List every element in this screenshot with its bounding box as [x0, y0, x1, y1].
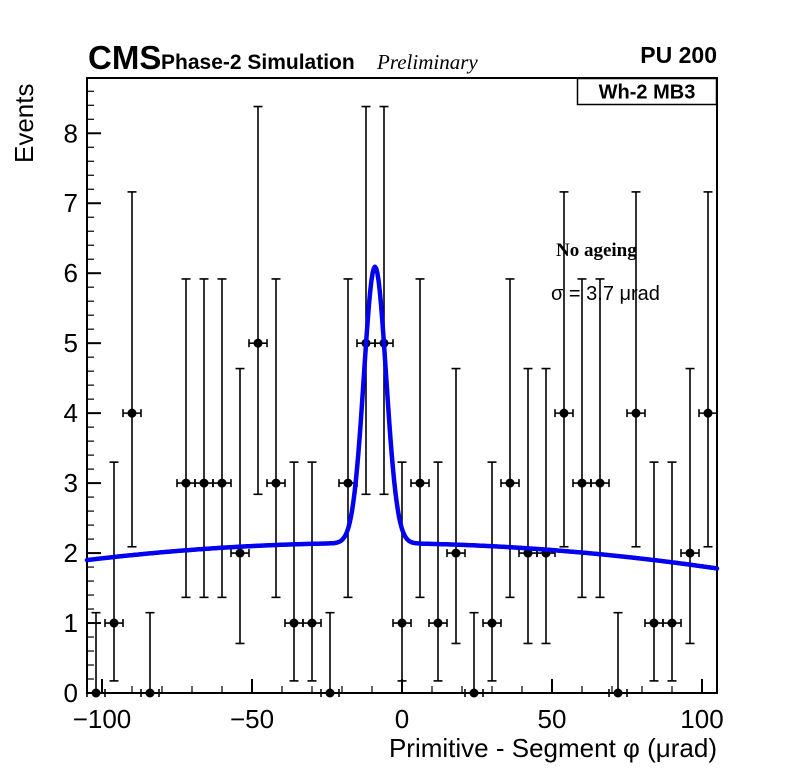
data-marker	[685, 548, 695, 558]
data-marker	[109, 618, 119, 628]
data-marker	[469, 688, 479, 698]
data-marker	[181, 478, 191, 488]
data-marker	[253, 338, 263, 348]
data-point	[662, 461, 682, 682]
data-marker	[127, 408, 137, 418]
plot-generated-layer: −100 −50 0 50 100 0 1 2 3 4 5 6 7 8	[64, 90, 724, 734]
y-tick-label: 4	[64, 398, 78, 428]
data-point	[482, 461, 502, 682]
data-point	[644, 461, 664, 682]
pileup-label: PU 200	[640, 42, 717, 68]
chamber-title: Wh-2 MB3	[599, 82, 696, 104]
data-marker	[613, 688, 623, 698]
data-marker	[433, 618, 443, 628]
data-point	[626, 191, 646, 548]
data-point	[554, 191, 574, 548]
y-axis-title: Events	[9, 84, 39, 164]
data-marker	[559, 408, 569, 418]
y-tick-label: 5	[64, 328, 78, 358]
data-point	[230, 367, 250, 645]
data-point	[446, 367, 466, 645]
data-point	[86, 611, 106, 698]
data-marker	[325, 688, 335, 698]
y-tick-label: 0	[64, 678, 78, 708]
data-point	[500, 278, 520, 599]
data-marker	[91, 688, 101, 698]
data-point	[104, 461, 124, 682]
data-marker	[451, 548, 461, 558]
data-point	[176, 278, 196, 599]
cms-logo-label: CMS	[88, 39, 161, 76]
x-tick-label: 0	[395, 704, 409, 734]
data-marker	[523, 548, 533, 558]
data-point	[608, 611, 628, 698]
data-marker	[217, 478, 227, 488]
y-tick-label: 2	[64, 538, 78, 568]
data-marker	[487, 618, 497, 628]
data-marker	[577, 478, 587, 488]
data-point	[248, 105, 268, 496]
data-marker	[289, 618, 299, 628]
data-marker	[649, 618, 659, 628]
pave-title-box	[576, 77, 718, 106]
data-points	[86, 105, 718, 698]
data-marker	[307, 618, 317, 628]
data-point	[464, 611, 484, 698]
data-point	[266, 278, 286, 599]
data-point	[338, 278, 358, 599]
data-point	[302, 461, 322, 682]
data-point	[320, 611, 340, 698]
y-tick-label: 7	[64, 188, 78, 218]
fit-curve	[84, 264, 720, 571]
data-marker	[595, 478, 605, 488]
y-tick-label: 3	[64, 468, 78, 498]
data-point	[572, 278, 592, 599]
data-marker	[145, 688, 155, 698]
sigma-annotation: σ = 3.7 μrad	[551, 283, 660, 305]
data-marker	[415, 478, 425, 488]
x-tick-label: 50	[538, 704, 567, 734]
data-point	[212, 278, 232, 599]
data-point	[284, 461, 304, 682]
data-point	[428, 461, 448, 682]
x-tick-label: −100	[73, 704, 132, 734]
data-point	[194, 278, 214, 599]
data-marker	[703, 408, 713, 418]
data-marker	[271, 478, 281, 488]
x-axis-ticks: −100 −50 0 50 100	[73, 679, 724, 734]
data-marker	[199, 478, 209, 488]
data-marker	[505, 478, 515, 488]
y-tick-label: 8	[64, 118, 78, 148]
x-axis-title: Primitive - Segment φ (μrad)	[389, 733, 717, 763]
preliminary-label: Preliminary	[376, 50, 478, 74]
x-tick-label: 100	[680, 704, 723, 734]
phase2-simulation-label: Phase-2 Simulation	[161, 51, 355, 74]
data-point	[392, 461, 412, 682]
data-marker	[631, 408, 641, 418]
data-marker	[667, 618, 677, 628]
ageing-annotation: No ageing	[556, 240, 637, 261]
data-marker	[235, 548, 245, 558]
data-point	[536, 367, 556, 645]
data-point	[122, 191, 142, 548]
data-point	[698, 191, 718, 548]
data-point	[680, 367, 700, 645]
y-tick-label: 1	[64, 608, 78, 638]
data-marker	[343, 478, 353, 488]
data-point	[410, 278, 430, 599]
data-point	[590, 278, 610, 599]
data-point	[140, 611, 160, 698]
data-point	[518, 367, 538, 645]
data-marker	[397, 618, 407, 628]
x-tick-label: −50	[230, 704, 274, 734]
y-tick-label: 6	[64, 258, 78, 288]
